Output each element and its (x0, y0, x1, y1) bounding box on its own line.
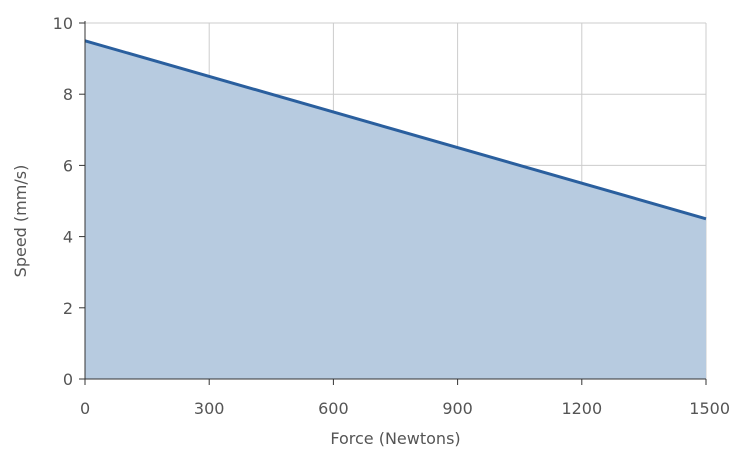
x-tick-label-3: 900 (442, 399, 473, 418)
area-layer (84, 39, 707, 380)
x-tick-label-0: 0 (80, 399, 90, 418)
y-tick-label-0: 0 (63, 370, 73, 389)
series-area-fill-0 (85, 40, 706, 380)
x-axis-title: Force (Newtons) (330, 429, 460, 448)
y-axis-title: Speed (mm/s) (11, 165, 30, 278)
axis-layer (84, 21, 706, 380)
x-tick-label-1: 300 (194, 399, 225, 418)
x-tick-label-2: 600 (318, 399, 349, 418)
x-tick-label-5: 1500 (689, 399, 730, 418)
y-tick-label-4: 8 (63, 85, 73, 104)
y-tick-label-5: 10 (53, 14, 73, 33)
tick-layer: 0 2 4 6 8 10 0 300 600 900 1200 1500 (53, 14, 730, 418)
series-line-0 (84, 39, 707, 221)
y-tick-label-3: 6 (63, 156, 73, 175)
y-tick-label-1: 2 (63, 299, 73, 318)
y-tick-label-2: 4 (63, 228, 73, 247)
x-tick-label-4: 1200 (561, 399, 602, 418)
